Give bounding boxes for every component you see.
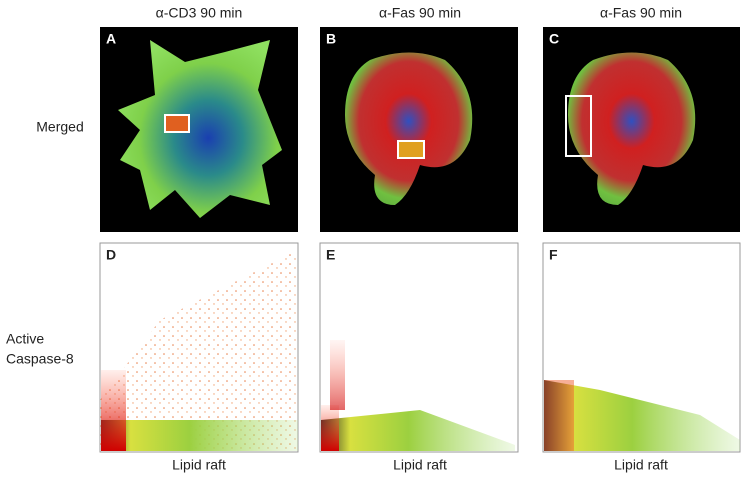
scatter-cloud — [321, 410, 515, 451]
scatter-cloud — [100, 250, 298, 452]
panel-letter: E — [326, 247, 335, 263]
scatter-cloud — [101, 420, 298, 451]
cell — [118, 40, 282, 218]
scatter-cloud — [321, 405, 339, 451]
panel-letter: B — [326, 31, 336, 47]
panel-letter: A — [106, 31, 116, 47]
x-axis-label: Lipid raft — [614, 457, 668, 473]
cell — [345, 52, 473, 205]
x-axis-label: Lipid raft — [393, 457, 447, 473]
scatter-cloud — [544, 380, 574, 451]
column-title: α-CD3 90 min — [156, 5, 243, 21]
x-axis-label: Lipid raft — [172, 457, 226, 473]
roi-box — [164, 114, 190, 133]
roi-box — [565, 95, 592, 157]
scatter-cloud — [330, 340, 345, 410]
row-label: Merged — [36, 119, 83, 135]
scatter-cloud — [544, 380, 740, 451]
row-label: Caspase-8 — [6, 351, 74, 367]
column-title: α-Fas 90 min — [379, 5, 461, 21]
cell — [568, 52, 696, 205]
column-title: α-Fas 90 min — [600, 5, 682, 21]
panel-letter: F — [549, 247, 558, 263]
scatter-cloud — [101, 370, 126, 451]
roi-box — [397, 140, 425, 159]
row-label: Active — [6, 331, 44, 347]
panel-letter: D — [106, 247, 116, 263]
panel-letter: C — [549, 31, 559, 47]
